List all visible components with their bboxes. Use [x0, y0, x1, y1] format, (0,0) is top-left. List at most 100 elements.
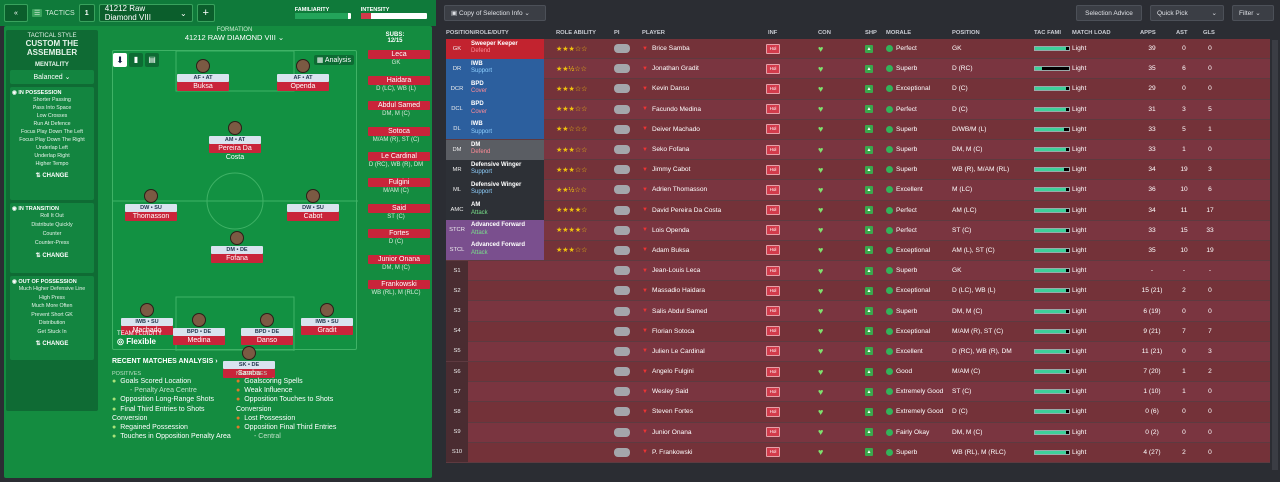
role-cell[interactable]: [468, 321, 544, 341]
pitch-player[interactable]: IWB • SU Gradit: [301, 303, 353, 335]
player-cell[interactable]: ▼ Brice Samba: [642, 45, 690, 52]
role-cell[interactable]: [468, 422, 544, 442]
copy-selection-select[interactable]: ▣ Copy of Selection Info ⌄: [444, 5, 546, 21]
back-button[interactable]: «: [4, 4, 28, 22]
column-header[interactable]: AST: [1176, 29, 1188, 36]
pitch-player[interactable]: BPD • DE Danso: [241, 313, 293, 345]
role-cell[interactable]: DM Defend: [468, 139, 544, 160]
player-instructions-toggle[interactable]: [614, 104, 630, 114]
player-cell[interactable]: ▼ Massadio Haidara: [642, 287, 705, 294]
player-cell[interactable]: ▼ Steven Fortes: [642, 408, 693, 415]
table-row[interactable]: S7 ▼ Wesley Said Hol ♥ ▲ Extremely Good ST (C) L…: [446, 381, 1270, 403]
player-cell[interactable]: ▼ Julien Le Cardinal: [642, 348, 705, 355]
role-cell[interactable]: Sweeper Keeper Defend: [468, 38, 544, 59]
pitch-player[interactable]: DW • SU Cabot: [287, 189, 339, 221]
role-cell[interactable]: AM Attack: [468, 200, 544, 221]
player-instructions-toggle[interactable]: [614, 306, 630, 316]
column-header[interactable]: MORALE: [886, 29, 912, 36]
shirt-icon[interactable]: ⬇: [113, 53, 127, 67]
table-row[interactable]: DL IWB Support ★★☆☆☆ ▼ Deiver Machado Hol ♥ ▲ Sup…: [446, 119, 1270, 140]
pitch-player[interactable]: DM • DE Fofana: [211, 231, 263, 263]
role-cell[interactable]: [468, 341, 544, 361]
out-of-possession-change-button[interactable]: ⇅ CHANGE: [35, 341, 69, 347]
role-cell[interactable]: BPD Cover: [468, 99, 544, 120]
role-cell[interactable]: [468, 382, 544, 402]
player-instructions-toggle[interactable]: [614, 145, 630, 155]
player-cell[interactable]: ▼ Kevin Danso: [642, 85, 689, 92]
player-instructions-toggle[interactable]: [614, 387, 630, 397]
player-instructions-toggle[interactable]: [614, 427, 630, 437]
table-row[interactable]: S4 ▼ Florian Sotoca Hol ♥ ▲ Exceptional M/AM (R…: [446, 321, 1270, 342]
player-instructions-toggle[interactable]: [614, 326, 630, 336]
column-header[interactable]: TAC FAMI: [1034, 29, 1061, 36]
table-row[interactable]: DCL BPD Cover ★★★☆☆ ▼ Facundo Medina Hol ♥ ▲ Perf…: [446, 99, 1270, 120]
player-instructions-toggle[interactable]: [614, 407, 630, 417]
player-cell[interactable]: ▼ Junior Onana: [642, 429, 692, 436]
column-header[interactable]: GLS: [1203, 29, 1215, 36]
table-row[interactable]: DM DM Defend ★★★☆☆ ▼ Seko Fofana Hol ♥ ▲ Superb DM…: [446, 139, 1270, 161]
table-row[interactable]: DR IWB Support ★★½☆☆ ▼ Jonathan Gradit Hol ♥ ▲ Su…: [446, 58, 1270, 80]
chart-icon[interactable]: ▮: [129, 53, 143, 67]
analysis-title[interactable]: RECENT MATCHES ANALYSIS ›: [112, 358, 218, 365]
scrollbar[interactable]: [1272, 40, 1278, 470]
player-cell[interactable]: ▼ Lois Openda: [642, 227, 689, 234]
table-row[interactable]: S2 ▼ Massadio Haidara Hol ♥ ▲ Exceptional D (LC…: [446, 280, 1270, 302]
column-header[interactable]: ROLE ABILITY: [556, 29, 597, 36]
player-instructions-toggle[interactable]: [614, 447, 630, 457]
in-possession-change-button[interactable]: ⇅ CHANGE: [35, 173, 69, 179]
table-row[interactable]: S9 ▼ Junior Onana Hol ♥ ▲ Fairly Okay DM, M (C)…: [446, 422, 1270, 443]
role-cell[interactable]: [468, 362, 544, 382]
table-row[interactable]: S1 ▼ Jean-Louis Leca Hol ♥ ▲ Superb GK Light - - -: [446, 260, 1270, 282]
pitch-player[interactable]: AM • AT Pereira Da Costa: [209, 121, 261, 161]
role-cell[interactable]: Defensive Winger Support: [468, 159, 544, 180]
table-row[interactable]: STCL Advanced Forward Attack ★★★☆☆ ▼ Adam Buk…: [446, 240, 1270, 262]
pitch-player[interactable]: DW • SU Thomasson: [125, 189, 177, 221]
role-cell[interactable]: BPD Cover: [468, 78, 544, 99]
player-cell[interactable]: ▼ Adrien Thomasson: [642, 186, 707, 193]
pitch-player[interactable]: BPD • DE Medina: [173, 313, 225, 345]
table-row[interactable]: STCR Advanced Forward Attack ★★★★☆ ▼ Lois Ope…: [446, 220, 1270, 241]
player-instructions-toggle[interactable]: [614, 124, 630, 134]
sub-slot[interactable]: Said ST (C): [362, 203, 430, 228]
role-cell[interactable]: [468, 261, 544, 281]
player-instructions-toggle[interactable]: [614, 84, 630, 94]
player-cell[interactable]: ▼ David Pereira Da Costa: [642, 207, 721, 214]
column-header[interactable]: POSITION/ROLE/DUTY: [446, 29, 509, 36]
pitch-player[interactable]: AF • AT Buksa: [177, 59, 229, 91]
table-row[interactable]: DCR BPD Cover ★★★☆☆ ▼ Kevin Danso Hol ♥ ▲ Excepti…: [446, 78, 1270, 100]
player-instructions-toggle[interactable]: [614, 367, 630, 377]
player-cell[interactable]: ▼ P. Frankowski: [642, 449, 693, 456]
player-instructions-toggle[interactable]: [614, 165, 630, 175]
sub-slot[interactable]: Frankowski WB (RL), M (RLC): [362, 280, 430, 304]
role-cell[interactable]: IWB Support: [468, 119, 544, 140]
formation-select[interactable]: 41212 RAW DIAMOND VIII ⌄: [184, 33, 285, 42]
column-header[interactable]: APPS: [1140, 29, 1156, 36]
role-cell[interactable]: IWB Support: [468, 58, 544, 79]
table-row[interactable]: S6 ▼ Angelo Fulgini Hol ♥ ▲ Good M/AM (C) Light 7…: [446, 361, 1270, 383]
player-instructions-toggle[interactable]: [614, 286, 630, 296]
table-row[interactable]: S10 ▼ P. Frankowski Hol ♥ ▲ Superb WB (RL), M (…: [446, 442, 1270, 463]
player-cell[interactable]: ▼ Adam Buksa: [642, 247, 689, 254]
column-header[interactable]: SHP: [865, 29, 877, 36]
role-cell[interactable]: Advanced Forward Attack: [468, 220, 544, 241]
player-cell[interactable]: ▼ Jonathan Gradit: [642, 65, 699, 72]
add-tactic-button[interactable]: +: [196, 4, 215, 22]
sub-slot[interactable]: Junior Onana DM, M (C): [362, 254, 430, 279]
player-instructions-toggle[interactable]: [614, 346, 630, 356]
table-row[interactable]: AMC AM Attack ★★★★☆ ▼ David Pereira Da Costa H…: [446, 200, 1270, 221]
table-row[interactable]: MR Defensive Winger Support ★★★☆☆ ▼ Jimmy Cab…: [446, 159, 1270, 181]
role-cell[interactable]: Advanced Forward Attack: [468, 240, 544, 261]
player-cell[interactable]: ▼ Jimmy Cabot: [642, 166, 690, 173]
table-row[interactable]: S8 ▼ Steven Fortes Hol ♥ ▲ Extremely Good D (C)…: [446, 401, 1270, 423]
in-transition-change-button[interactable]: ⇅ CHANGE: [35, 253, 69, 259]
pitch-player[interactable]: SK • DE Samba: [223, 346, 275, 378]
table-row[interactable]: S5 ▼ Julien Le Cardinal Hol ♥ ▲ Excellent D (RC…: [446, 341, 1270, 362]
sub-slot[interactable]: Leca GK: [362, 50, 430, 74]
column-header[interactable]: PI: [614, 29, 620, 36]
selection-advice-button[interactable]: Selection Advice: [1076, 5, 1142, 21]
role-cell[interactable]: [468, 402, 544, 422]
player-instructions-toggle[interactable]: [614, 44, 630, 54]
player-cell[interactable]: ▼ Salis Abdul Samed: [642, 308, 707, 315]
sub-slot[interactable]: Le Cardinal D (RC), WB (R), DM: [362, 152, 430, 176]
role-cell[interactable]: [468, 281, 544, 301]
